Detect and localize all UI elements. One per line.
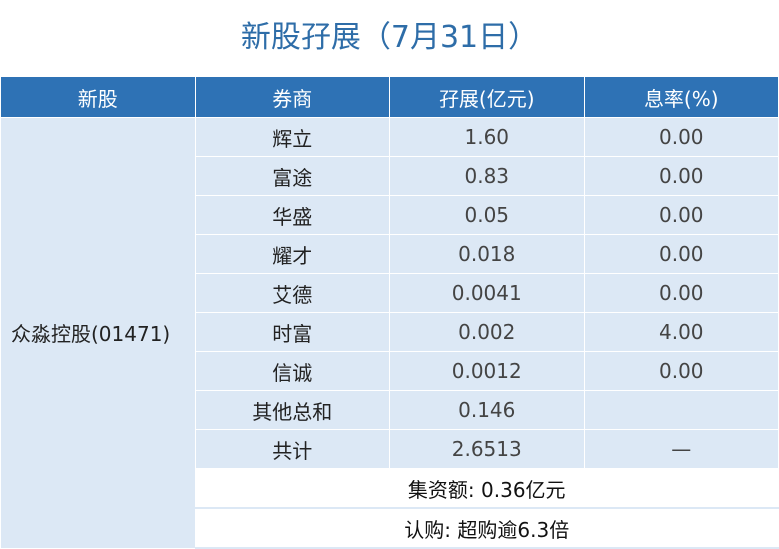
margin-cell: 1.60 — [389, 117, 585, 157]
table-row: 耀才 0.018 0.00 — [1, 234, 779, 274]
rate-cell: 0.00 — [583, 351, 779, 391]
margin-cell: 2.6513 — [389, 429, 585, 469]
rate-cell: 4.00 — [583, 312, 779, 352]
table-row: 艾德 0.0041 0.00 — [1, 273, 779, 313]
rate-cell: 0.00 — [583, 156, 779, 196]
broker-cell: 时富 — [194, 312, 390, 352]
broker-cell: 华盛 — [194, 195, 390, 235]
rate-cell — [583, 390, 779, 430]
table-row: 众淼控股(01471) 辉立 1.60 0.00 — [0, 117, 779, 549]
table-row: 富途 0.83 0.00 — [1, 156, 779, 196]
table-row: 其他总和 0.146 — [1, 390, 779, 430]
page-title: 新股孖展（7月31日） — [240, 20, 539, 55]
subscription-text: 认购: 超购逾6.3倍 — [194, 507, 779, 549]
broker-cell: 辉立 — [194, 117, 390, 157]
table-header: 新股 券商 孖展(亿元) 息率(%) — [0, 76, 779, 118]
margin-table: 新股 券商 孖展(亿元) 息率(%) 众淼控股(01471) 辉立 1.60 0.00… — [0, 76, 779, 549]
broker-cell: 耀才 — [194, 234, 390, 274]
broker-cell: 信诚 — [194, 351, 390, 391]
header-margin: 孖展(亿元) — [389, 76, 585, 118]
broker-cell: 其他总和 — [194, 390, 390, 430]
rate-cell: 0.00 — [583, 117, 779, 157]
broker-cell: 艾德 — [194, 273, 390, 313]
rate-cell: 0.00 — [583, 273, 779, 313]
margin-cell: 0.83 — [389, 156, 585, 196]
stock-name: 众淼控股(01471) — [0, 117, 196, 549]
margin-cell: 0.05 — [389, 195, 585, 235]
table-row: 时富 0.002 4.00 — [1, 312, 779, 352]
margin-cell: 0.146 — [389, 390, 585, 430]
rate-cell: 0.00 — [583, 195, 779, 235]
subscription-row: 认购: 超购逾6.3倍 — [1, 507, 779, 549]
rate-cell: — — [583, 429, 779, 469]
margin-cell: 0.0012 — [389, 351, 585, 391]
rate-cell: 0.00 — [583, 234, 779, 274]
broker-cell: 富途 — [194, 156, 390, 196]
broker-cell: 共计 — [194, 429, 390, 469]
header-stock: 新股 — [0, 76, 196, 118]
margin-cell: 0.0041 — [389, 273, 585, 313]
table-row: 共计 2.6513— — [1, 429, 779, 469]
header-rate: 息率(%) — [583, 76, 779, 118]
fundraising-row: 集资额: 0.36亿元 — [1, 468, 779, 509]
margin-cell: 0.002 — [389, 312, 585, 352]
table-row: 信诚 0.0012 0.00 — [1, 351, 779, 391]
header-broker: 券商 — [194, 76, 390, 118]
fundraising-text: 集资额: 0.36亿元 — [194, 468, 779, 509]
table-row: 华盛 0.05 0.00 — [1, 195, 779, 235]
margin-cell: 0.018 — [389, 234, 585, 274]
